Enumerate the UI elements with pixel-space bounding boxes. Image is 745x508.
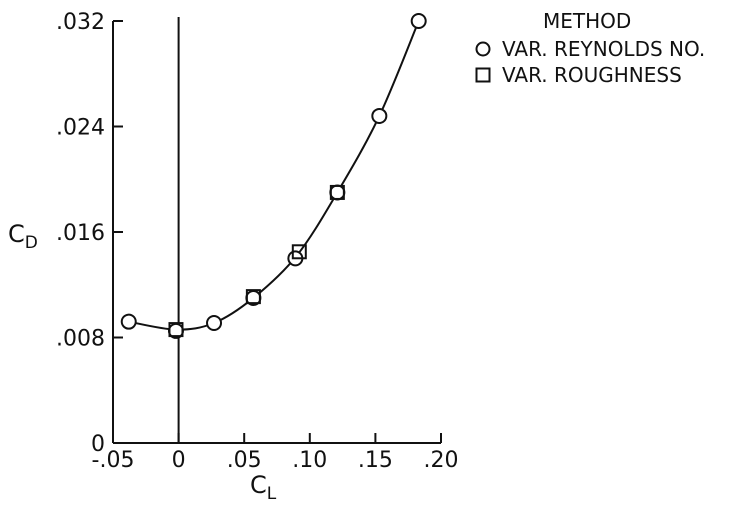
legend-circle-marker: [477, 43, 490, 56]
x-tick-label: -.05: [92, 448, 135, 473]
y-tick-label: .024: [56, 116, 105, 141]
y-tick-label: .008: [56, 327, 105, 352]
ticks: 0.008.016.024.032-.05 0.05.10.15.20: [56, 10, 458, 473]
fit-curve-layer: [129, 21, 419, 330]
x-tick-label: .05: [227, 448, 262, 473]
x-tick-label: .10: [292, 448, 327, 473]
x-tick-label: .15: [358, 448, 393, 473]
legend-title: METHOD: [543, 9, 631, 33]
fit-curve: [129, 21, 419, 330]
legend-square-marker: [477, 69, 490, 82]
axes: [113, 17, 441, 443]
y-tick-label: .032: [56, 10, 105, 35]
data-points-layer: [122, 14, 426, 338]
data-point-reynolds: [330, 185, 344, 199]
data-point-reynolds: [207, 316, 221, 330]
y-axis-label: CD: [8, 220, 38, 253]
x-tick-label: 0: [172, 448, 186, 473]
y-tick-label: .016: [56, 221, 105, 246]
x-axis-label: CL: [250, 471, 277, 504]
legend-entry-roughness: VAR. ROUGHNESS: [502, 63, 682, 87]
legend-entry-reynolds: VAR. REYNOLDS NO.: [502, 37, 705, 61]
data-point-reynolds: [412, 14, 426, 28]
data-point-reynolds: [122, 315, 136, 329]
data-point-reynolds: [372, 109, 386, 123]
x-tick-label: .20: [424, 448, 459, 473]
legend: METHOD VAR. REYNOLDS NO. VAR. ROUGHNESS: [477, 9, 706, 87]
